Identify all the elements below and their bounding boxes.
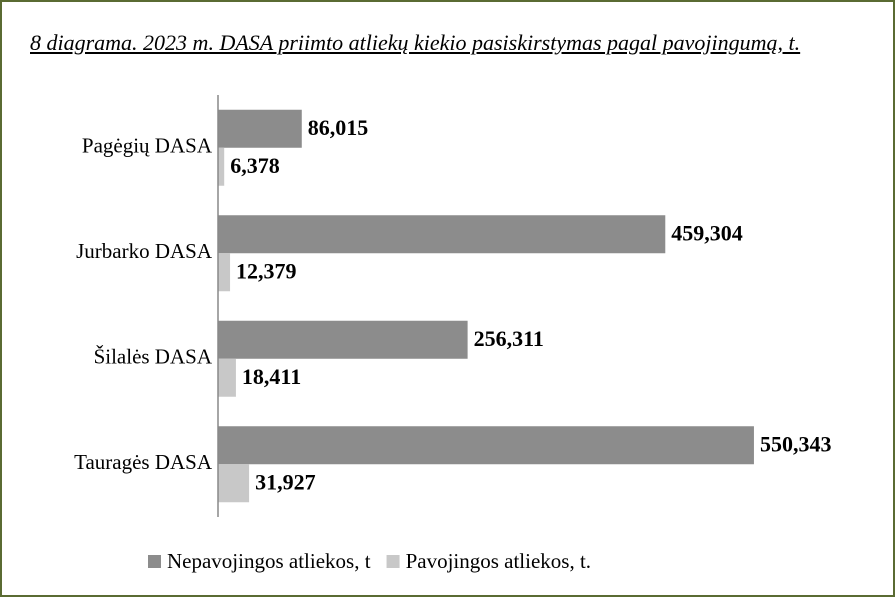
y-tick-label: Tauragės DASA [74, 450, 213, 474]
data-label: 86,015 [308, 115, 369, 140]
data-label: 12,379 [236, 258, 297, 283]
bar [218, 215, 666, 254]
legend-label: Pavojingos atliekos, t. [406, 549, 592, 573]
data-label: 459,304 [671, 220, 743, 245]
data-label: 550,343 [760, 431, 832, 456]
y-tick-label: Šilalės DASA [94, 345, 213, 369]
legend-label: Nepavojingos atliekos, t [167, 549, 371, 573]
bar [218, 109, 302, 148]
y-tick-label: Pagėgių DASA [82, 134, 213, 158]
chart-title: 8 diagrama. 2023 m. DASA priimto atliekų… [30, 30, 801, 55]
data-label: 18,411 [242, 364, 301, 389]
legend-swatch [148, 555, 161, 568]
bar [218, 464, 250, 503]
y-tick-label: Jurbarko DASA [76, 239, 213, 263]
data-label: 31,927 [255, 469, 316, 494]
bar [218, 426, 754, 465]
bar [218, 253, 231, 292]
bar [218, 147, 225, 186]
bar [218, 358, 236, 397]
data-label: 256,311 [474, 326, 544, 351]
bar [218, 320, 468, 359]
data-label: 6,378 [230, 153, 279, 178]
legend-swatch [386, 555, 400, 568]
